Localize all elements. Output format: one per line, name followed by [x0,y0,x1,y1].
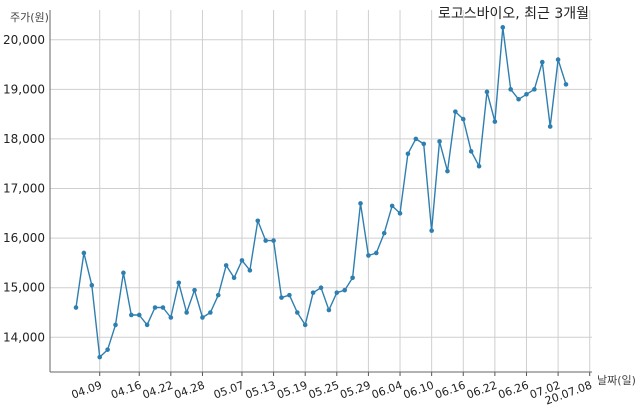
data-point [247,268,253,273]
x-tick-label: 04.09 [70,379,104,402]
grid-layer [50,10,592,372]
data-point [484,89,490,95]
x-tick-label: 04.22 [141,379,175,402]
x-tick-label: 06.10 [402,379,436,402]
data-point [89,282,95,288]
data-point [97,354,103,360]
x-tick-label: 06.26 [496,379,530,402]
data-point [287,292,292,298]
data-point [160,305,166,310]
data-point [208,310,213,315]
x-tick-label: 06.22 [465,379,499,402]
data-point [413,136,419,142]
y-tick-label: 15,000 [3,281,45,295]
data-point [342,287,348,293]
data-point [231,275,237,281]
data-point [397,211,403,216]
data-point [168,315,174,320]
data-point [192,287,197,293]
y-axis-label: 주가(원) [10,11,49,24]
y-tick-label: 20,000 [3,33,45,47]
x-tick-label: 06.16 [433,379,467,402]
data-point [334,290,340,295]
x-tick-label: 04.28 [172,379,206,402]
data-point [200,315,205,320]
data-point [532,87,537,92]
data-point [152,305,158,310]
label-layer: 주가(원) 로고스바이오, 최근 3개월 날짜(일) [10,6,636,387]
axis-layer: 14,000 15,000 16,000 17,000 18,000 19,000 20,0… [3,10,594,408]
data-point [350,275,355,281]
data-point [492,119,498,124]
data-point [294,310,300,315]
data-point [421,141,427,147]
data-point [113,322,118,328]
chart-title: 로고스바이오, 최근 3개월 [438,6,589,22]
data-point [215,292,221,298]
data-point [381,230,387,236]
data-point [374,250,379,256]
data-point [184,310,189,315]
data-point [547,124,553,129]
data-point [508,87,513,92]
data-point [326,307,332,313]
data-point [81,250,87,256]
x-tick-label: 05.07 [212,379,246,402]
data-point [476,163,482,169]
data-point [460,116,466,122]
data-point [279,295,284,300]
data-point [539,59,545,65]
y-tick-label: 16,000 [3,231,45,245]
data-point [263,238,268,243]
data-point [239,258,245,263]
data-point [563,82,569,87]
x-tick-label: 05.13 [244,379,278,402]
data-point [271,238,276,243]
data-point [524,92,529,97]
data-point [318,285,324,290]
y-tick-label: 18,000 [3,132,45,146]
data-point [105,347,110,352]
price-series-line [75,26,567,358]
x-tick-label: 05.19 [275,379,309,402]
series-layer [73,25,569,360]
data-point [453,109,458,114]
data-point [121,270,126,276]
data-point [445,168,450,174]
data-point [129,312,134,318]
data-point [73,305,79,310]
data-point [468,149,474,154]
data-point [310,290,316,295]
data-point [144,322,150,328]
data-point [223,263,229,268]
x-tick-label: 04.16 [109,379,143,402]
x-tick-label: 06.04 [370,379,404,402]
y-tick-label: 14,000 [3,330,45,344]
data-point [437,139,442,144]
data-point [136,312,142,318]
data-point [429,228,434,233]
data-point [500,25,506,30]
data-point [405,151,411,157]
data-point [366,253,371,258]
data-point [389,203,395,209]
x-tick-label: 05.25 [307,379,341,402]
x-tick-label: 05.29 [338,379,372,402]
y-tick-label: 19,000 [3,82,45,96]
data-point [516,96,521,102]
data-point [358,201,363,206]
data-point [255,218,261,224]
data-point [555,57,561,62]
data-point [176,280,182,286]
y-tick-label: 17,000 [3,182,45,196]
data-point [302,322,308,328]
x-axis-label: 날짜(일) [597,373,636,387]
